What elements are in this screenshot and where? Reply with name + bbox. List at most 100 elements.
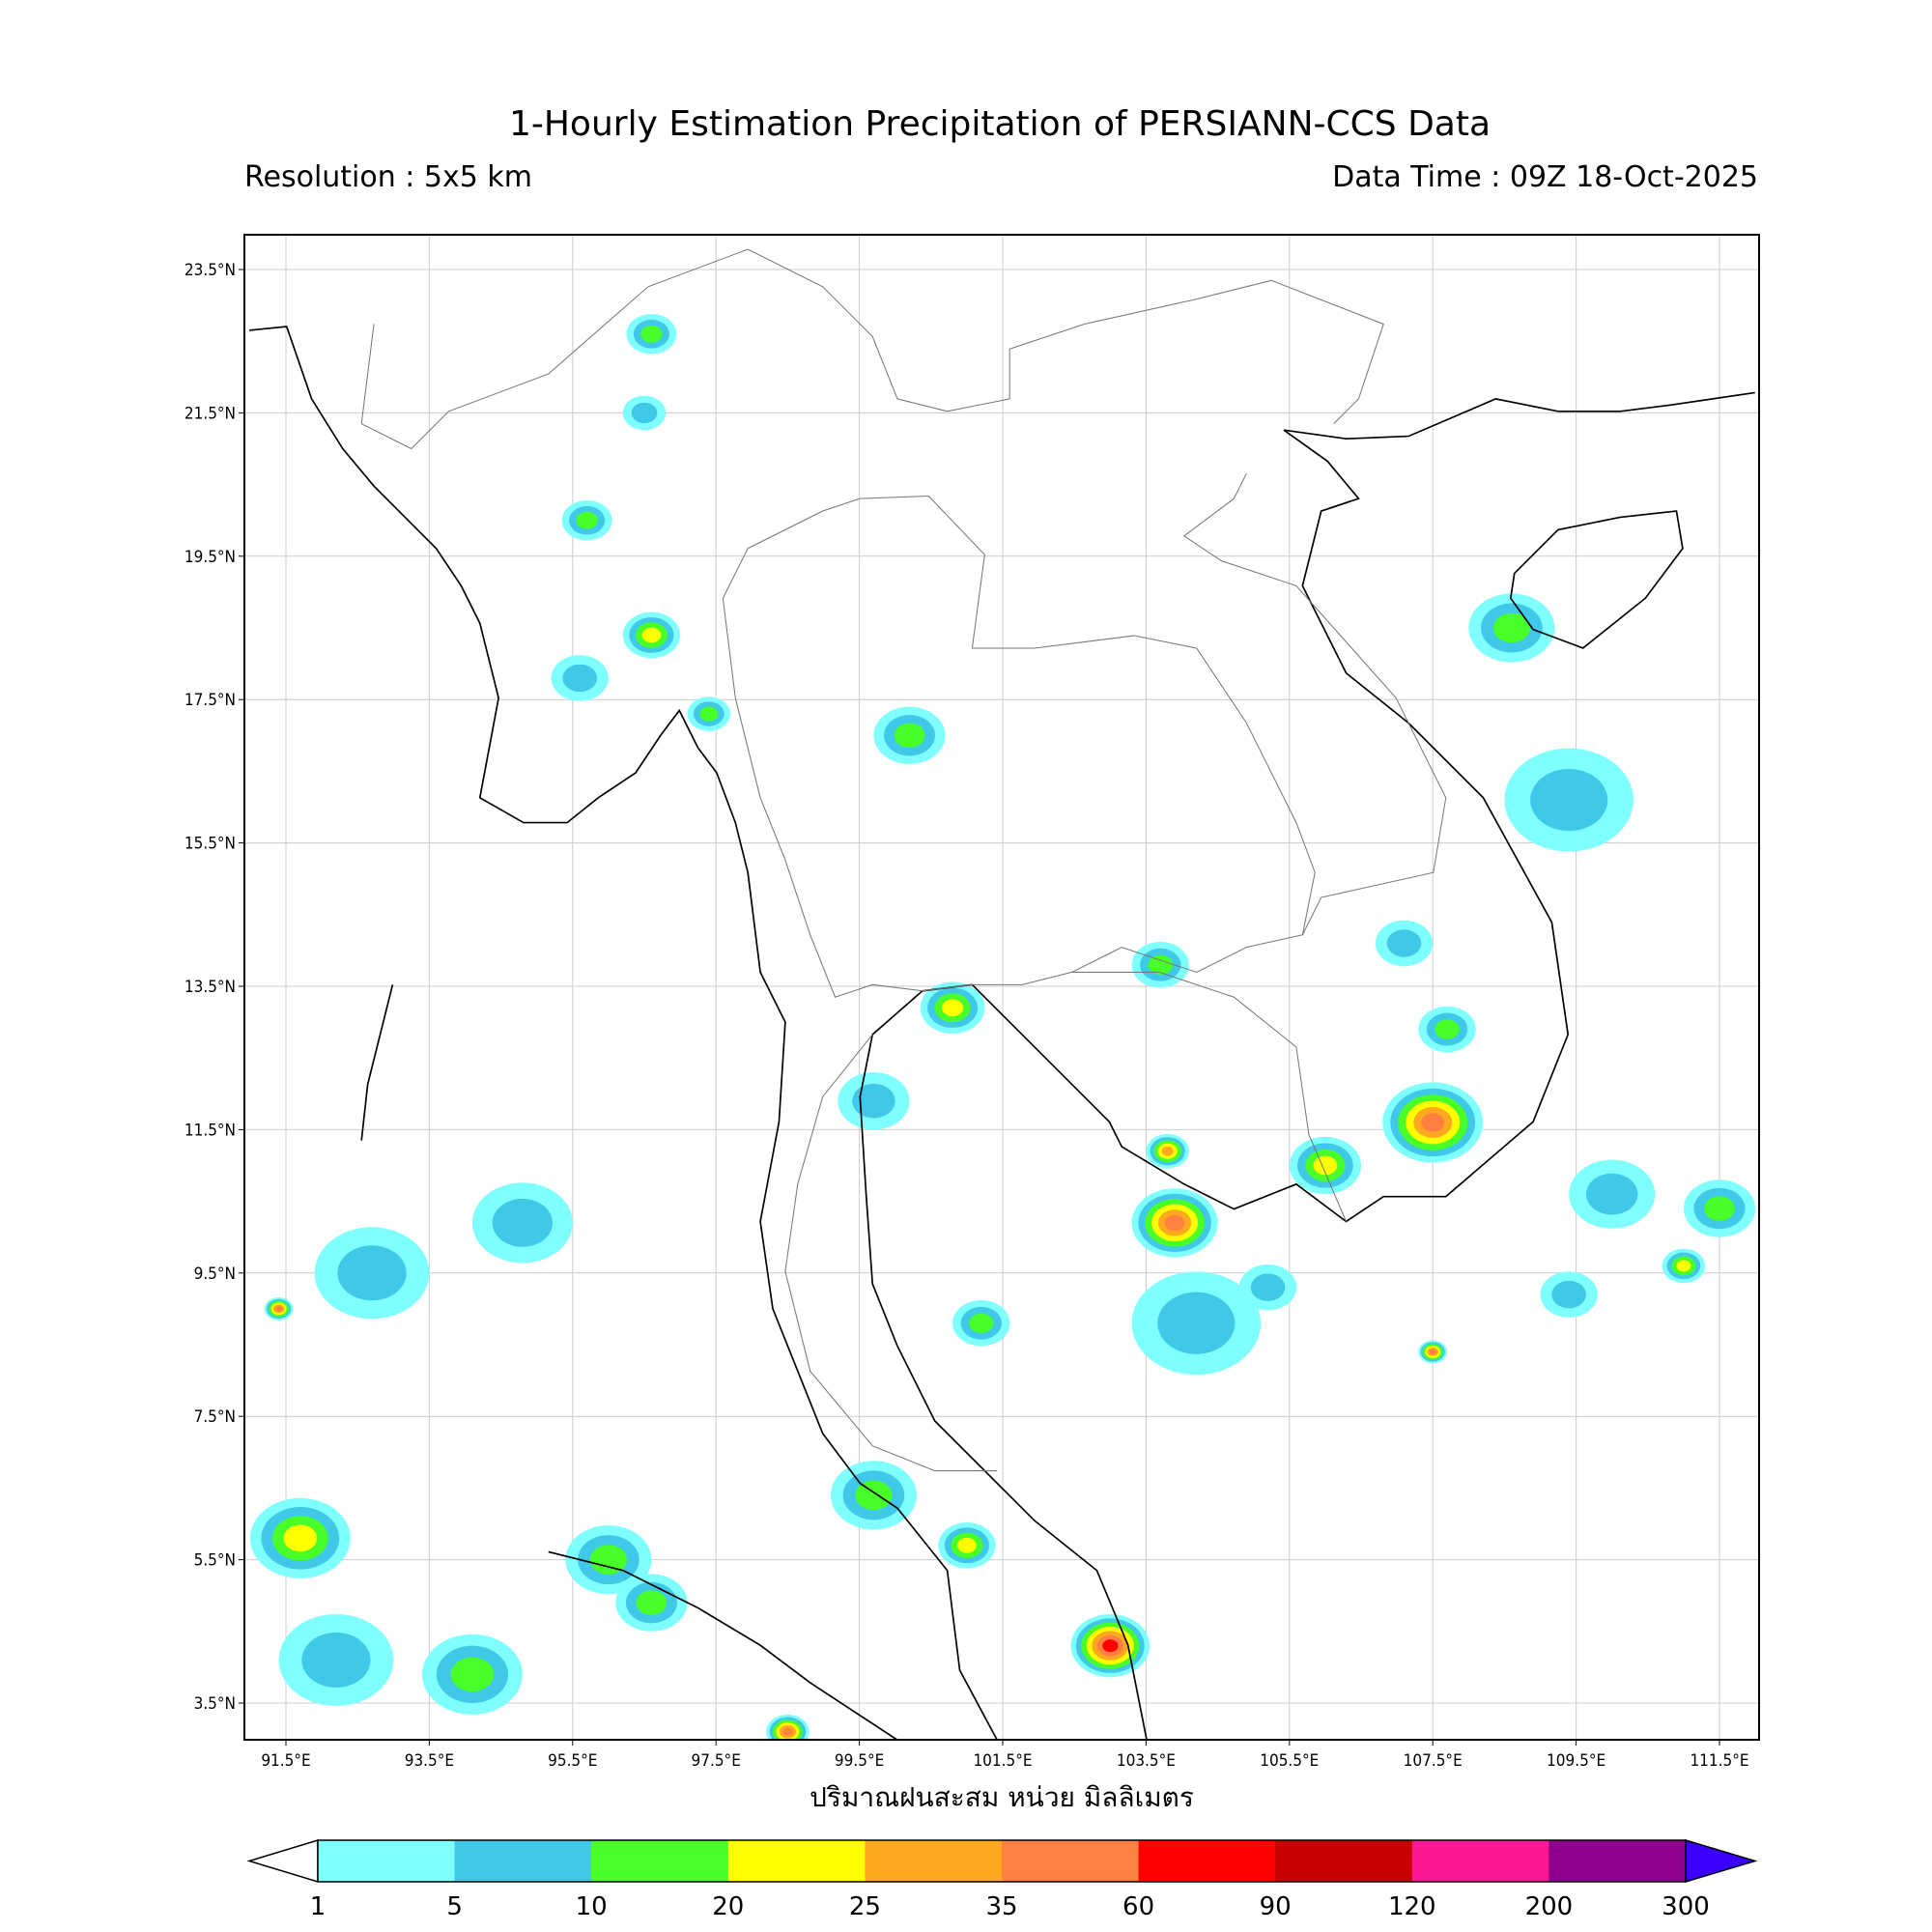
colorbar-tick-label: 25 bbox=[849, 1892, 881, 1921]
lon-tick-label: 91.5°E bbox=[261, 1751, 310, 1771]
coastlines bbox=[248, 326, 1755, 1740]
lon-tick-label: 111.5°E bbox=[1690, 1751, 1748, 1771]
lon-tick-label: 109.5°E bbox=[1547, 1751, 1605, 1771]
rain-cell bbox=[636, 1590, 668, 1615]
lon-tick-label: 103.5°E bbox=[1117, 1751, 1176, 1771]
rain-cell bbox=[1313, 1155, 1338, 1176]
rain-cell bbox=[1157, 1292, 1236, 1354]
colorbar-tick-label: 1 bbox=[310, 1892, 327, 1921]
colorbar-tick-label: 300 bbox=[1662, 1892, 1710, 1921]
lon-tick-label: 93.5°E bbox=[405, 1751, 454, 1771]
coastline-china bbox=[1283, 391, 1755, 440]
rain-cell bbox=[1386, 929, 1422, 957]
colorbar-segment bbox=[1275, 1840, 1413, 1882]
rain-cell bbox=[1435, 1019, 1460, 1039]
lon-tick-label: 101.5°E bbox=[973, 1751, 1032, 1771]
map-title: 1-Hourly Estimation Precipitation of PER… bbox=[508, 104, 1492, 144]
thailand-border bbox=[722, 496, 1316, 998]
colorbar-segment bbox=[1002, 1840, 1140, 1882]
rain-cell bbox=[492, 1198, 554, 1247]
colorbar-segment bbox=[454, 1840, 592, 1882]
lon-tick-label: 105.5°E bbox=[1260, 1751, 1319, 1771]
rain-cell bbox=[894, 723, 925, 749]
coastline-andaman bbox=[360, 984, 394, 1141]
rain-cell bbox=[1585, 1173, 1638, 1215]
rain-cell bbox=[631, 402, 658, 424]
lat-tick-label: 5.5°N bbox=[194, 1551, 236, 1571]
colorbar-tick-label: 20 bbox=[712, 1892, 744, 1921]
data-time-label: Data Time : 09Z 18-Oct-2025 bbox=[1332, 160, 1758, 194]
lon-tick-label: 97.5°E bbox=[692, 1751, 741, 1771]
colorbar-under-arrow bbox=[246, 1838, 319, 1884]
lat-tick-label: 19.5°N bbox=[185, 548, 236, 567]
precipitation-field bbox=[249, 314, 1756, 1740]
lon-tick-label: 99.5°E bbox=[835, 1751, 884, 1771]
colorbar-over-arrow bbox=[1685, 1838, 1758, 1884]
colorbar-segment bbox=[318, 1840, 456, 1882]
map-frame bbox=[243, 234, 1760, 1741]
lat-tick-label: 3.5°N bbox=[194, 1694, 236, 1714]
rain-cell bbox=[283, 1524, 318, 1552]
lon-tick-label: 95.5°E bbox=[548, 1751, 597, 1771]
coastline-sumatra bbox=[548, 1550, 898, 1740]
lat-tick-label: 17.5°N bbox=[185, 691, 236, 710]
rain-cell bbox=[641, 627, 662, 643]
rain-cell bbox=[450, 1657, 495, 1692]
colorbar-tick-label: 60 bbox=[1122, 1892, 1154, 1921]
rain-cell bbox=[852, 1083, 895, 1119]
coastline-gulf bbox=[859, 429, 1570, 1740]
rain-cell bbox=[301, 1632, 371, 1688]
rain-cell bbox=[1148, 954, 1173, 975]
lat-tick-label: 7.5°N bbox=[194, 1407, 236, 1427]
colorbar-label: ปริมาณฝนสะสม หน่วย มิลลิเมตร bbox=[810, 1781, 1194, 1813]
lat-tick-label: 9.5°N bbox=[194, 1264, 236, 1284]
colorbar-segment bbox=[865, 1840, 1003, 1882]
lat-tick-label: 23.5°N bbox=[185, 261, 236, 280]
rain-cell bbox=[941, 999, 964, 1017]
colorbar-tick-label: 5 bbox=[446, 1892, 463, 1921]
resolution-label: Resolution : 5x5 km bbox=[244, 160, 532, 194]
rain-cell bbox=[562, 664, 598, 693]
rain-cell bbox=[1421, 1113, 1445, 1132]
rain-cell bbox=[969, 1313, 994, 1333]
colorbar-segment bbox=[1411, 1840, 1549, 1882]
colorbar-segment bbox=[1548, 1840, 1687, 1882]
colorbar-tick-label: 35 bbox=[985, 1892, 1017, 1921]
rain-cell bbox=[589, 1545, 627, 1575]
coastline-indochina bbox=[248, 326, 998, 1740]
lat-tick-label: 15.5°N bbox=[185, 835, 236, 854]
grid-lines bbox=[244, 235, 1759, 1740]
colorbar: 1 5 10 20 25 35 60 90 120 200 300 bbox=[246, 1838, 1758, 1921]
rain-cell bbox=[337, 1245, 407, 1301]
rain-cell bbox=[957, 1537, 977, 1553]
rain-cell bbox=[782, 1727, 793, 1736]
colorbar-tick-label: 200 bbox=[1525, 1892, 1574, 1921]
rain-cell bbox=[1429, 1349, 1436, 1355]
colorbar-tick-label: 90 bbox=[1260, 1892, 1292, 1921]
rain-cell bbox=[1102, 1639, 1119, 1653]
rain-cell bbox=[1492, 612, 1530, 643]
rain-cell bbox=[1551, 1280, 1586, 1309]
rain-cell bbox=[855, 1480, 893, 1511]
rain-cell bbox=[275, 1306, 283, 1312]
longitude-ticks: 91.5°E 93.5°E 95.5°E 97.5°E 99.5°E 101.5°E 103… bbox=[261, 1740, 1749, 1771]
colorbar-segment bbox=[727, 1840, 866, 1882]
rain-cell bbox=[1164, 1214, 1185, 1232]
rain-cell bbox=[640, 325, 663, 343]
rain-cell bbox=[1704, 1196, 1735, 1221]
rain-cell bbox=[699, 706, 719, 722]
rain-cell bbox=[1676, 1260, 1691, 1272]
lat-tick-label: 13.5°N bbox=[185, 978, 236, 997]
lat-tick-label: 11.5°N bbox=[185, 1121, 236, 1140]
rain-cell bbox=[576, 511, 598, 529]
colorbar-outline bbox=[317, 1839, 1687, 1883]
lat-tick-label: 21.5°N bbox=[185, 404, 236, 423]
colorbar-segment bbox=[591, 1840, 729, 1882]
colorbar-tick-label: 120 bbox=[1388, 1892, 1436, 1921]
lon-tick-label: 107.5°E bbox=[1404, 1751, 1463, 1771]
colorbar-tick-label: 10 bbox=[576, 1892, 608, 1921]
country-borders bbox=[360, 248, 1447, 1472]
coastline-hainan bbox=[1509, 510, 1684, 649]
rain-cell bbox=[1161, 1146, 1174, 1156]
